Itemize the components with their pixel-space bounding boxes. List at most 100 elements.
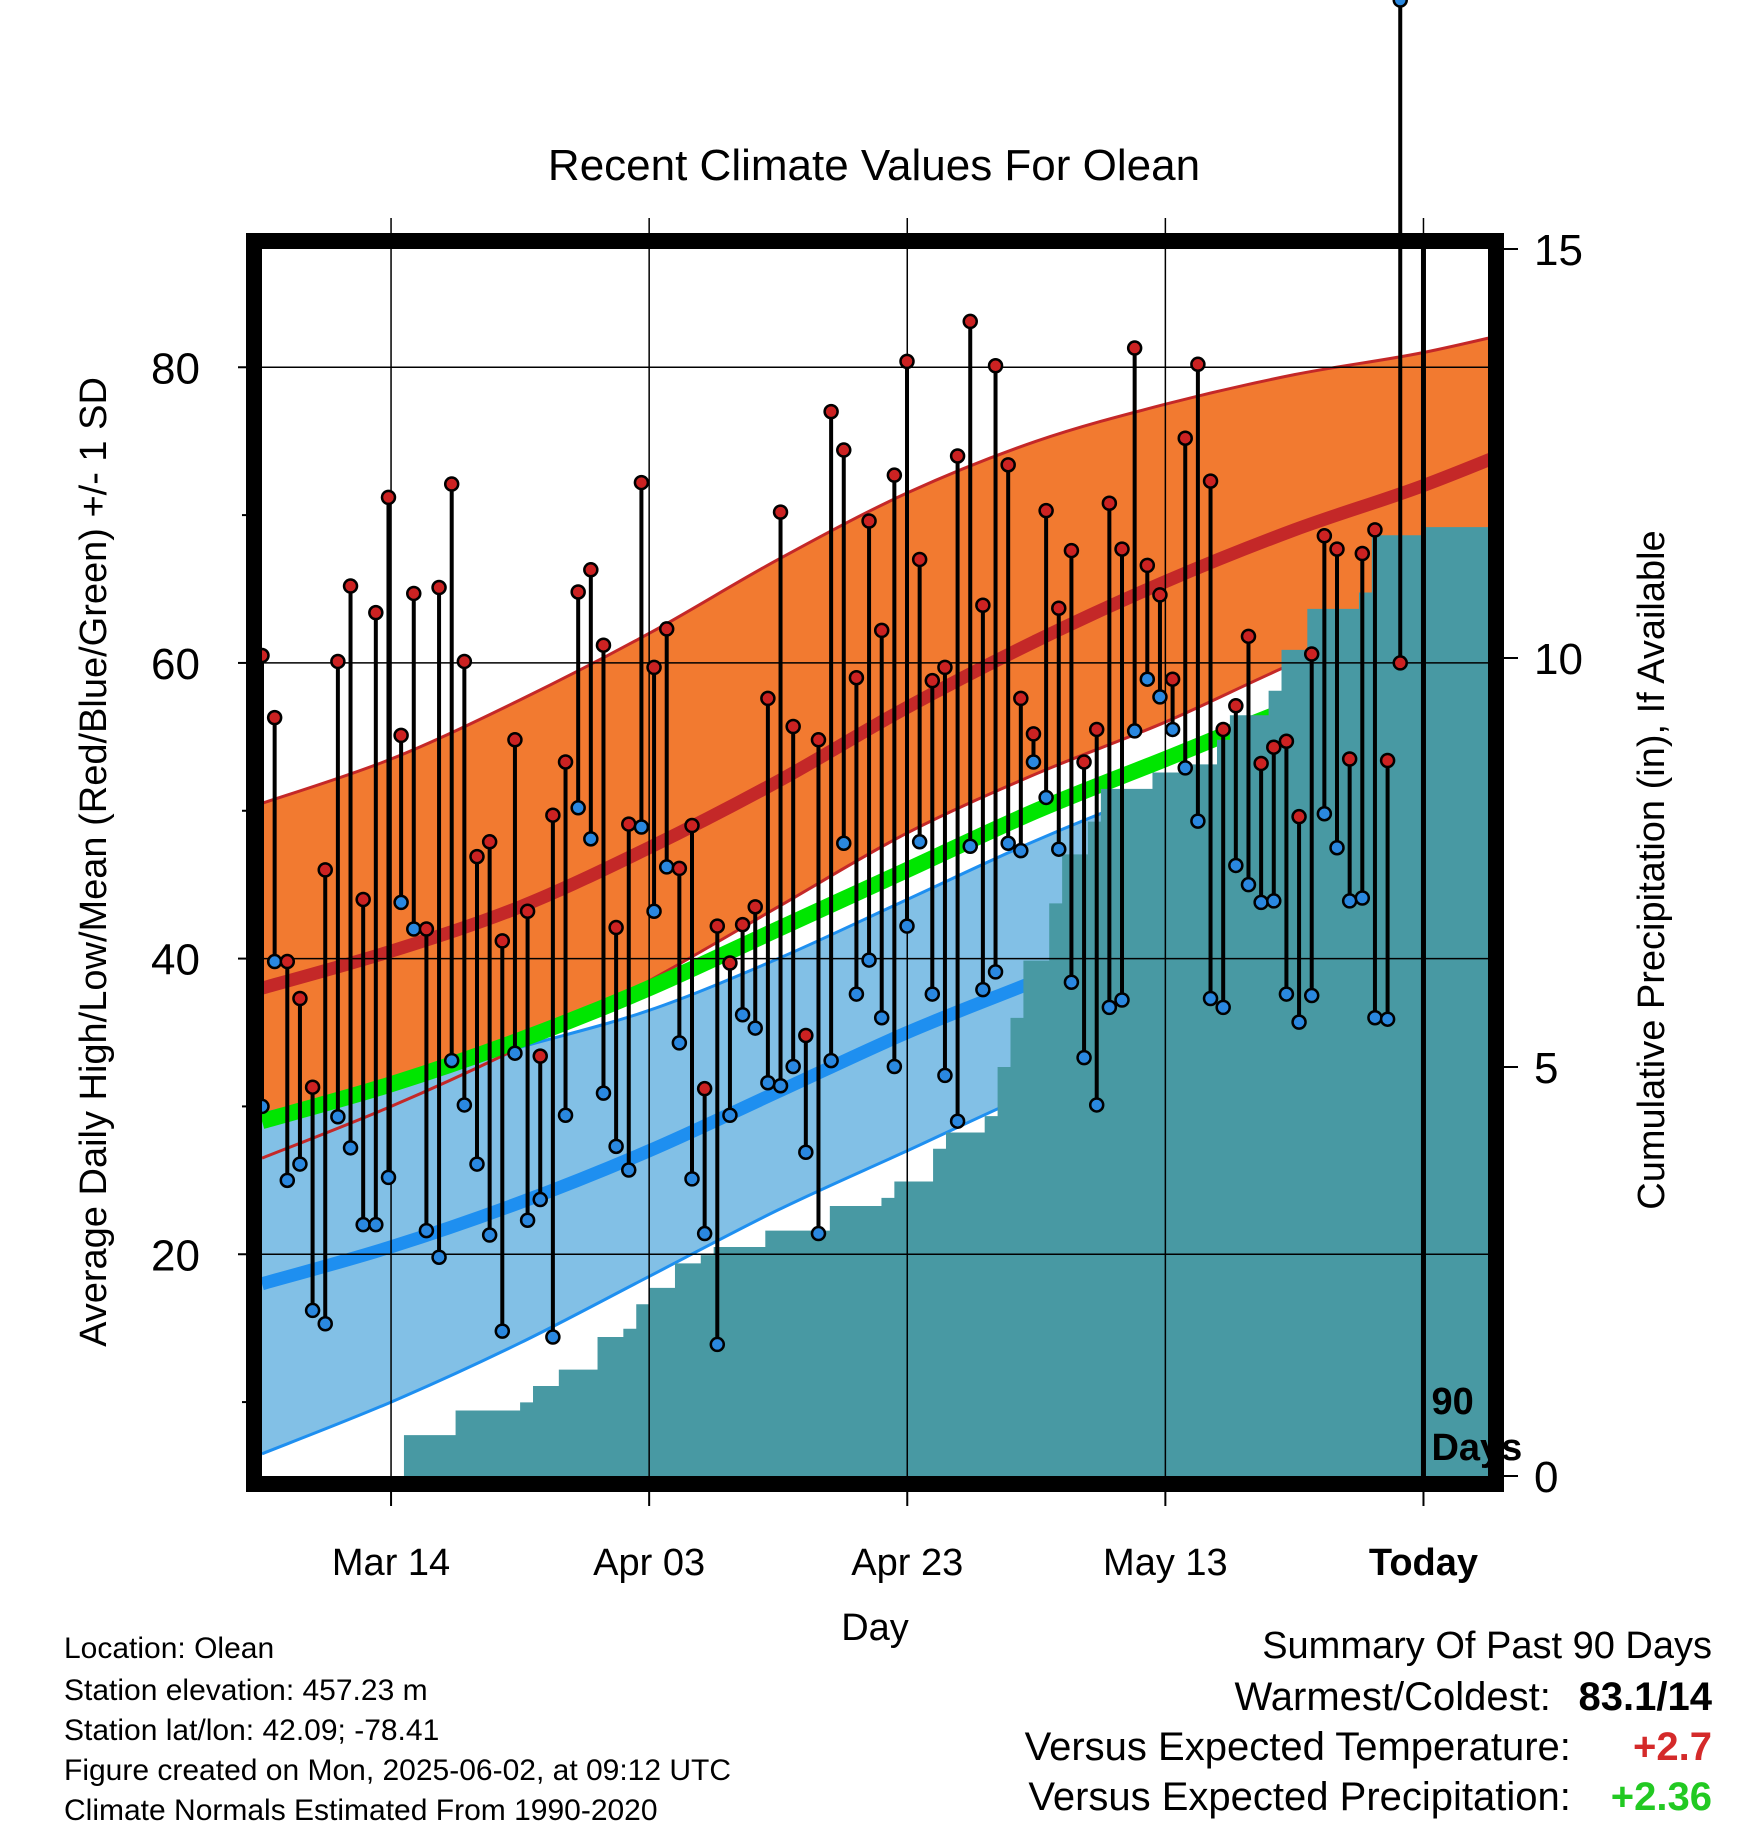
daily-low-point [1202,990,1219,1007]
daily-high-point [924,672,941,689]
daily-low-point [380,1169,397,1186]
daily-low-point [1114,992,1130,1008]
daily-low-point [292,1156,308,1172]
daily-high-point [962,313,978,330]
daily-low-point [987,964,1004,980]
cumulative-precip [391,527,1488,1476]
daily-high-point [1164,671,1181,687]
daily-high-point [658,621,675,637]
daily-high-point [1278,733,1295,750]
daily-high-point [1303,646,1320,662]
daily-high-point [1341,751,1358,767]
daily-high-point [836,442,852,458]
daily-high-point [1177,430,1193,446]
x-tick-label: Apr 23 [851,1542,963,1584]
daily-low-point [519,1212,536,1229]
plot-border [246,233,1504,1492]
daily-high-point [1025,726,1042,742]
daily-low-point [1051,841,1067,857]
daily-high-point [848,669,865,686]
daily-low-point [722,1107,738,1124]
daily-high-point [671,860,688,877]
daily-high-point [987,358,1004,374]
x-tick-label: Today [1369,1542,1478,1584]
daily-low-point [1291,1014,1307,1030]
daily-high-point [911,551,928,568]
daily-low-point [873,1009,890,1026]
daily-high-point [368,604,384,621]
daily-low-point [1076,1049,1092,1066]
daily-low-point [481,1227,498,1243]
daily-high-point [456,653,473,670]
daily-low-point [633,819,650,835]
daily-low-point [1354,890,1371,906]
daily-high-point [937,659,953,676]
daily-high-point [355,891,371,908]
daily-high-point [621,816,637,832]
daily-low-point [671,1035,688,1051]
precip-area [391,527,1488,1476]
daily-high-point [292,990,308,1007]
summary-temp-label: Versus Expected Temperature: [1024,1725,1571,1769]
daily-high-point [1228,698,1244,714]
axes: 20 40 60 80 0 5 10 15 Mar 14 Apr 03 Apr 23 May 13 To… [151,226,1583,1584]
daily-high-point [1051,600,1067,616]
daily-low-point [266,953,283,970]
daily-high-point [873,622,890,639]
daily-low-point [431,1249,447,1265]
daily-low-point [595,1085,612,1101]
daily-low-point [1101,999,1118,1016]
daily-low-point [684,1171,700,1187]
daily-low-point [949,1113,966,1129]
daily-high-point [1215,721,1231,738]
daily-high-point [696,1080,713,1097]
daily-high-point [1240,628,1257,645]
daily-high-point [1354,545,1371,562]
daily-low-point [1240,876,1257,893]
summary-heading: Summary Of Past 90 Days [1262,1625,1712,1667]
info-location: Location: Olean [64,1632,275,1665]
daily-low-point [658,859,675,875]
daily-high-point [798,1027,814,1044]
daily-high-point [949,448,966,464]
daily-low-point [747,1020,763,1036]
daily-high-point [519,903,536,920]
daily-high-point [899,353,915,370]
daily-low-point [911,834,928,850]
daily-low-point [772,1077,789,1094]
daily-high-point [1190,356,1206,373]
y-right-tick-label: 15 [1534,226,1583,275]
summary-temp-value: +2.7 [1633,1725,1712,1769]
daily-high-point [1038,502,1054,519]
plot-frame [246,233,1504,1492]
daily-low-point [1038,789,1054,806]
days-label-line: 90 [1431,1381,1473,1423]
high-upper-edge [262,336,1488,805]
daily-high-point [1013,690,1029,707]
daily-low-point [1316,805,1333,822]
daily-high-point [1392,655,1408,671]
daily-high-point [494,933,511,949]
daily-low-point [406,921,422,937]
daily-low-point [861,952,877,968]
daily-low-point [1152,689,1168,705]
daily-high-point [1101,495,1118,512]
daily-high-point [1316,528,1333,544]
daily-low-point [975,981,991,998]
y-left-tick-label: 20 [151,1231,200,1280]
daily-low-point [342,1140,359,1156]
y-axis-right-label: Cumulative Precipitation (in), If Availa… [1631,530,1673,1209]
daily-high-point [785,718,801,735]
daily-high-point [1063,542,1080,559]
summary-warmest-label: Warmest/Coldest: [1234,1675,1551,1719]
daily-low-point [1228,857,1244,874]
daily-high-point [1202,473,1219,489]
days-label-line: Days [1431,1427,1522,1469]
daily-high-point [481,834,498,850]
daily-high-point [772,504,789,520]
daily-low-point [1063,974,1080,990]
daily-low-point [1278,986,1295,1002]
daily-low-point [760,1075,776,1091]
daily-high-point [633,474,650,491]
